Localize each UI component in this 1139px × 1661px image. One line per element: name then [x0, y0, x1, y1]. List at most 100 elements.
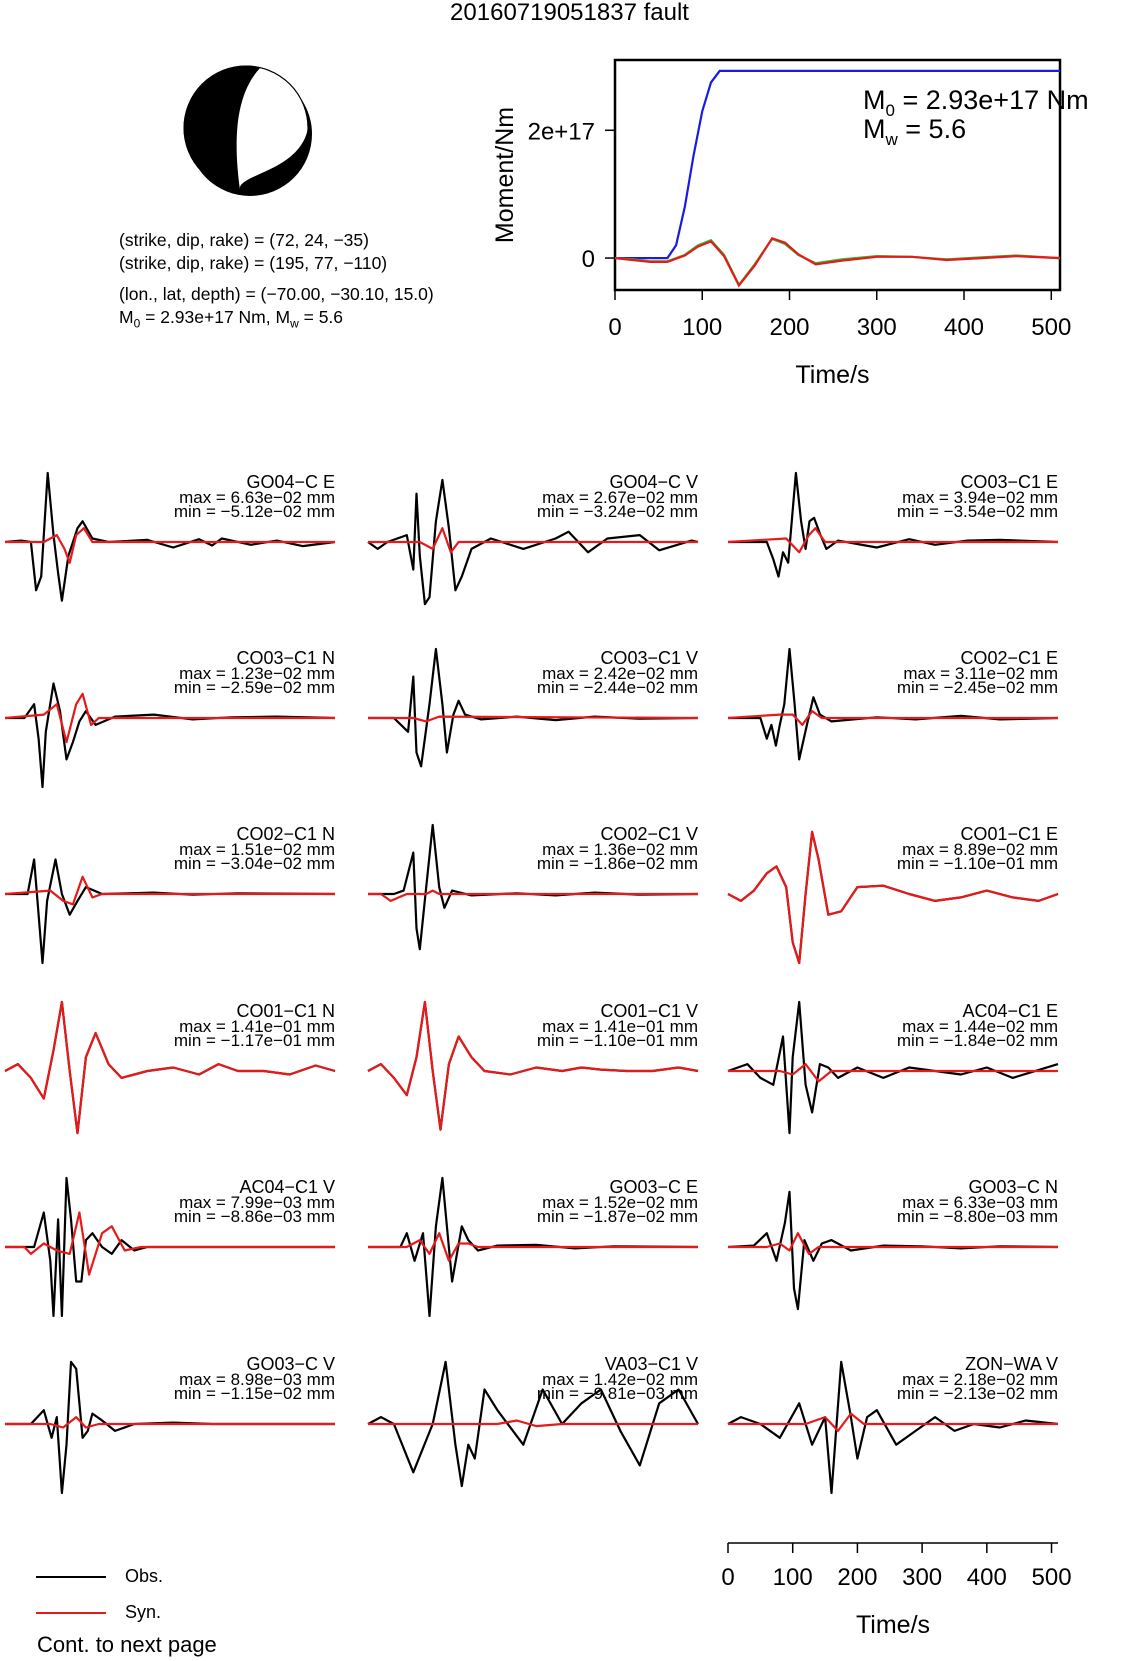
station-label: CO03−C1 N	[236, 648, 335, 668]
min-amplitude-label: min = −8.80e−03 mm	[897, 1207, 1058, 1226]
synthetic-trace	[5, 1211, 335, 1276]
station-label: AC04−C1 V	[239, 1177, 335, 1197]
legend-obs-line	[36, 1576, 106, 1578]
max-amplitude-label: max = 6.33e−03 mm	[902, 1193, 1058, 1212]
min-amplitude-label: min = −1.15e−02 mm	[174, 1384, 335, 1403]
x-axis-label: Time/s	[795, 361, 869, 389]
synthetic-trace	[727, 710, 1058, 726]
y-axis-label: Moment/Nm	[491, 107, 519, 243]
min-amplitude-label: min = −9.81e−03 mm	[537, 1384, 698, 1403]
nodal-plane-2: (strike, dip, rake) = (195, 77, −110)	[119, 253, 388, 273]
synthetic-trace	[727, 527, 1058, 554]
moment-rate-chart: 0 100 200 300 400 500 0 2e+17 Time/s Moment/Nm M0 …	[491, 58, 1089, 389]
synthetic-trace	[368, 1232, 698, 1262]
max-amplitude-label: max = 8.98e−03 mm	[179, 1370, 335, 1389]
station-label: GO03−C N	[968, 1177, 1058, 1197]
time-tick-label: 300	[902, 1564, 942, 1591]
observed-trace	[367, 1360, 699, 1488]
min-amplitude-label: min = −1.10e−01 mm	[537, 1031, 698, 1050]
plot-frame	[613, 58, 1062, 292]
synthetic-trace	[727, 830, 1059, 965]
station-label: ZON−WA V	[965, 1354, 1058, 1374]
moment-magnitude-line: M0 = 2.93e+17 Nm, Mw = 5.6	[119, 307, 344, 331]
station-label: CO02−C1 V	[600, 824, 698, 844]
station-label: VA03−C1 V	[605, 1354, 698, 1374]
y-tick-label: 2e+17	[528, 118, 595, 145]
observed-trace	[727, 1360, 1059, 1495]
time-tick-label: 500	[1032, 1564, 1072, 1591]
station-label: CO03−C1 V	[600, 648, 698, 668]
synthetic-trace	[368, 527, 698, 554]
min-amplitude-label: min = −2.13e−02 mm	[897, 1384, 1058, 1403]
min-amplitude-label: min = −3.54e−02 mm	[897, 502, 1058, 521]
synthetic-trace	[728, 1412, 1058, 1432]
min-amplitude-label: min = −1.84e−02 mm	[897, 1031, 1058, 1050]
station-label: CO02−C1 N	[236, 824, 335, 844]
observed-trace	[5, 682, 336, 789]
mechanism-parameters: (strike, dip, rake) = (72, 24, −35) (str…	[119, 229, 434, 336]
max-amplitude-label: max = 3.11e−02 mm	[903, 664, 1058, 683]
x-tick-label: 400	[944, 314, 984, 341]
moment-series-0	[615, 69, 1060, 260]
max-amplitude-label: max = 3.94e−02 mm	[902, 488, 1058, 507]
max-amplitude-label: max = 6.63e−02 mm	[179, 488, 335, 507]
station-label: CO03−C1 E	[960, 472, 1058, 492]
min-amplitude-label: min = −2.44e−02 mm	[537, 678, 698, 697]
x-tick-label: 200	[769, 314, 809, 341]
synthetic-trace	[368, 715, 699, 723]
moment-annotation: Mw = 5.6	[863, 114, 966, 149]
beachball-icon	[183, 65, 312, 196]
min-amplitude-label: min = −5.12e−02 mm	[174, 502, 335, 521]
station-label: GO04−C V	[609, 472, 698, 492]
station-label: CO01−C1 N	[236, 1001, 335, 1021]
observed-trace	[5, 1176, 335, 1318]
synthetic-trace	[5, 527, 335, 564]
min-amplitude-label: min = −1.86e−02 mm	[537, 854, 698, 873]
observed-trace	[368, 1176, 699, 1318]
min-amplitude-label: min = −3.24e−02 mm	[537, 502, 698, 521]
min-amplitude-label: min = −1.10e−01 mm	[897, 854, 1058, 873]
x-tick-label: 500	[1031, 314, 1071, 341]
moment-annotation: M0 = 2.93e+17 Nm	[863, 85, 1089, 120]
max-amplitude-label: max = 8.89e−02 mm	[902, 840, 1058, 859]
time-axis-label: Time/s	[856, 1611, 930, 1639]
legend-syn-label: Syn.	[125, 1602, 162, 1622]
observed-trace	[728, 471, 1059, 578]
max-amplitude-label: max = 1.42e−02 mm	[542, 1370, 698, 1389]
min-amplitude-label: min = −1.17e−01 mm	[174, 1031, 335, 1050]
moment-series-2	[614, 236, 1061, 288]
x-tick-label: 100	[682, 314, 722, 341]
page-title: 20160719051837 fault	[450, 0, 689, 26]
max-amplitude-label: max = 1.44e−02 mm	[902, 1017, 1058, 1036]
legend-obs-label: Obs.	[125, 1566, 164, 1586]
synthetic-trace	[368, 889, 698, 902]
station-label: GO04−C E	[246, 472, 335, 492]
hypocenter-location: (lon., lat, depth) = (−70.00, −30.10, 15…	[119, 284, 434, 304]
synthetic-trace	[4, 692, 335, 744]
max-amplitude-label: max = 1.36e−02 mm	[542, 840, 698, 859]
max-amplitude-label: max = 2.42e−02 mm	[542, 664, 698, 683]
max-amplitude-label: max = 1.23e−02 mm	[179, 664, 335, 683]
station-label: AC04−C1 E	[962, 1001, 1058, 1021]
synthetic-trace	[368, 1419, 698, 1428]
max-amplitude-label: max = 2.67e−02 mm	[542, 488, 698, 507]
observed-trace	[367, 478, 699, 606]
max-amplitude-label: max = 2.18e−02 mm	[902, 1370, 1058, 1389]
time-tick-label: 200	[837, 1564, 877, 1591]
time-tick-label: 0	[721, 1564, 734, 1591]
station-label: CO02−C1 E	[960, 648, 1058, 668]
x-tick-label: 300	[857, 314, 897, 341]
min-amplitude-label: min = −8.86e−03 mm	[174, 1207, 335, 1226]
